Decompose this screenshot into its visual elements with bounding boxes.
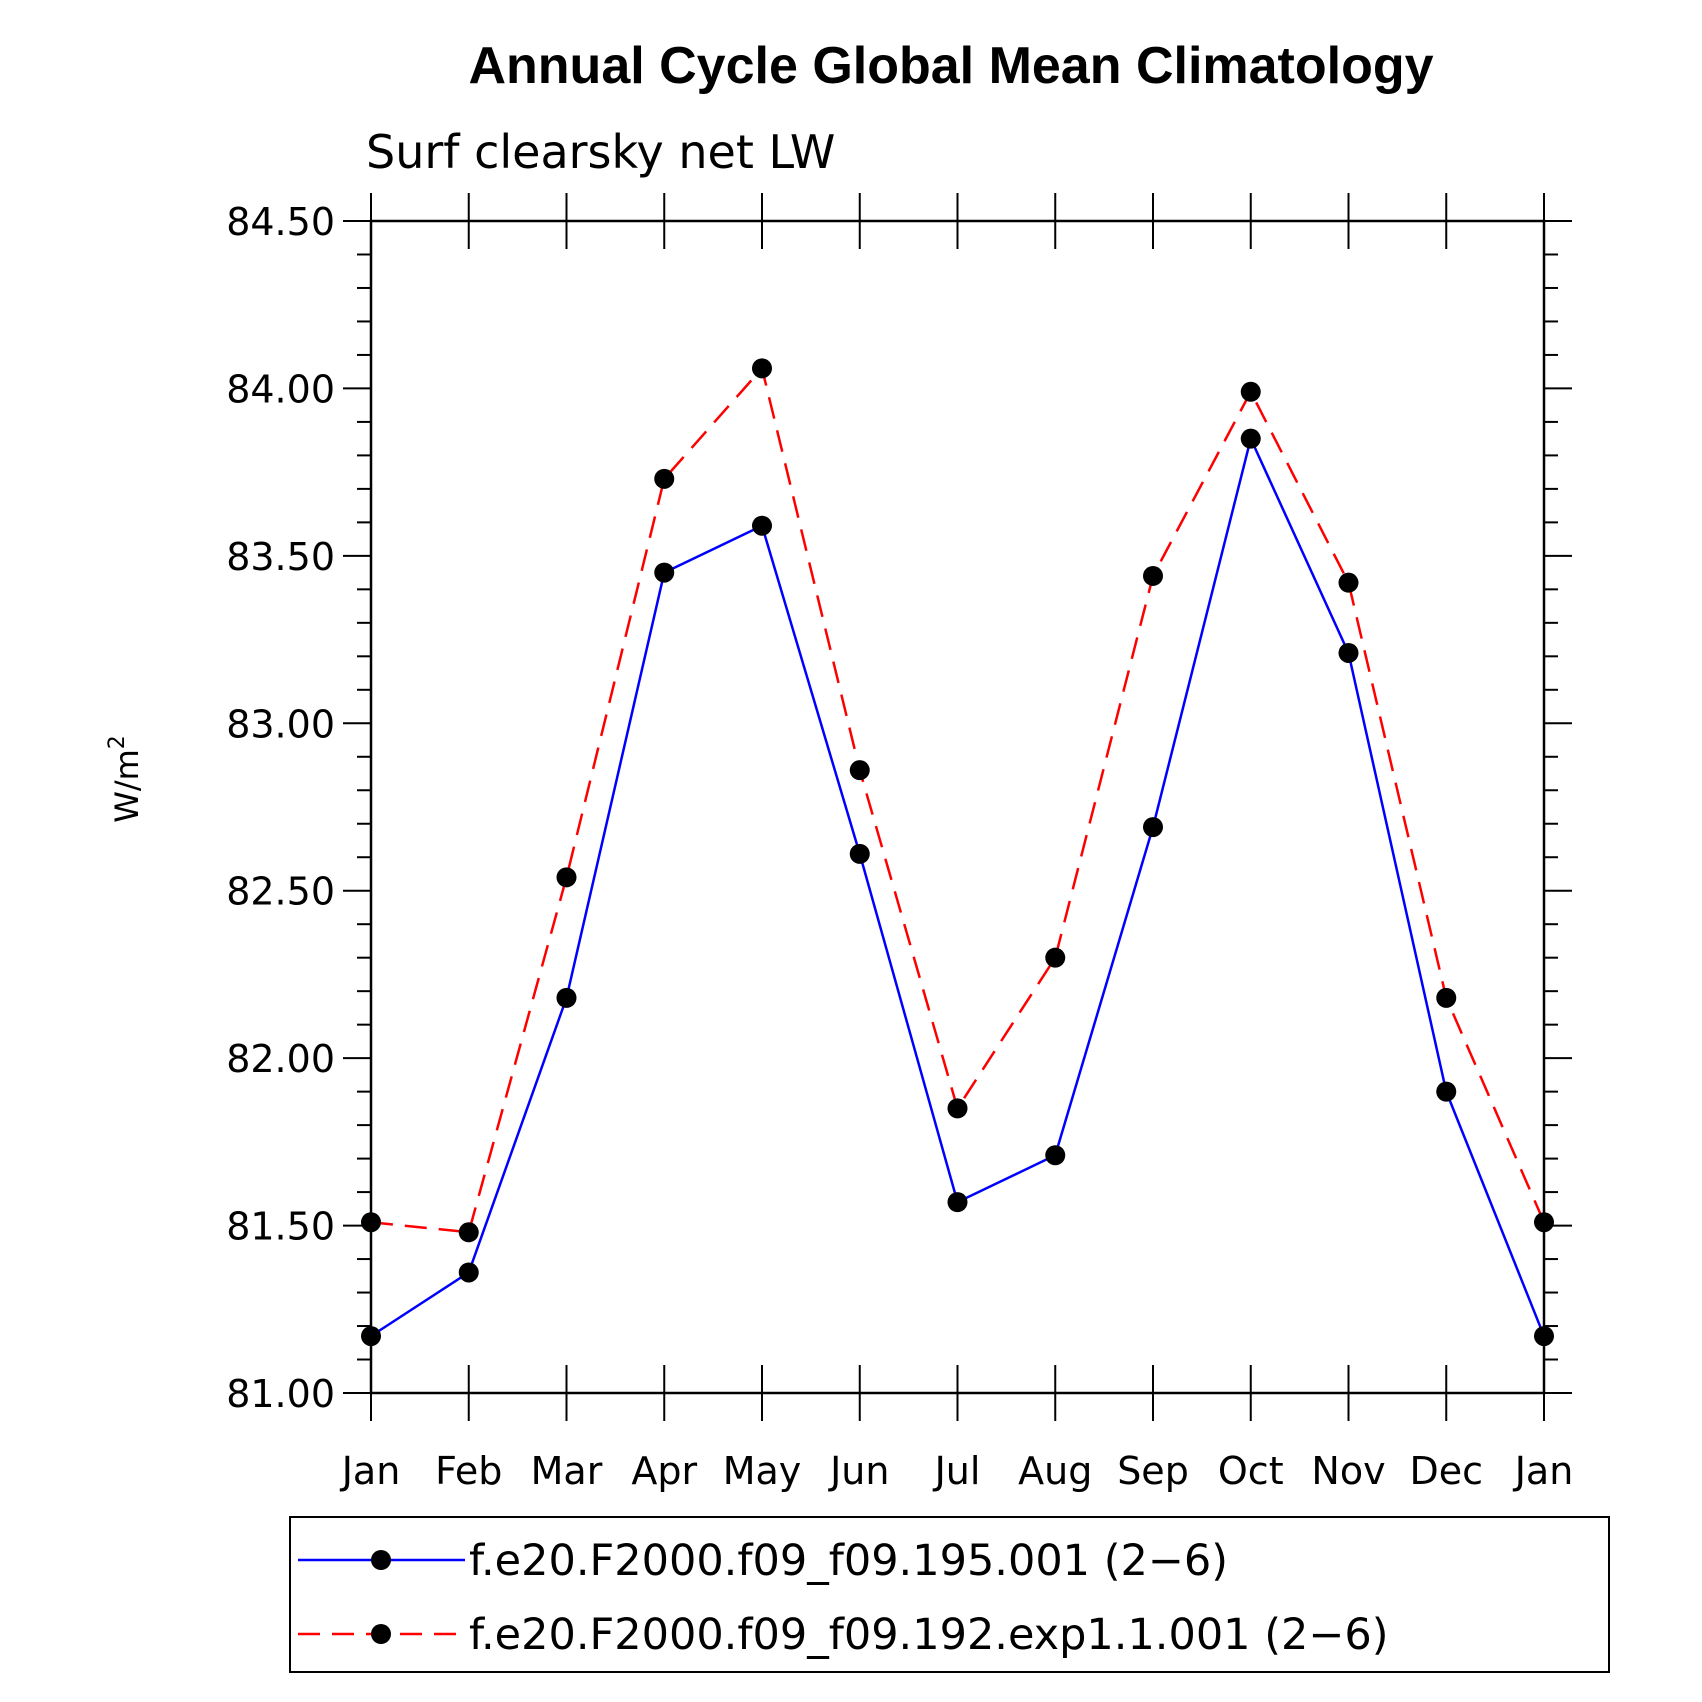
legend-marker-1 <box>371 1550 391 1570</box>
series-2-point <box>458 1222 479 1243</box>
series-2-point <box>556 867 577 888</box>
x-tick-label: Sep <box>1117 1449 1189 1493</box>
series-2-point <box>1240 381 1261 402</box>
axis-ticks <box>343 193 1572 1421</box>
plot-frame <box>369 219 1546 1395</box>
series-2-point <box>849 760 870 781</box>
legend: f.e20.F2000.f09_f09.195.001 (2−6) f.e20.F… <box>289 1516 1610 1673</box>
x-tick-label: Nov <box>1311 1449 1385 1493</box>
series-1-point <box>1143 817 1163 838</box>
series-1-point <box>654 562 675 583</box>
y-axis-label: W/m2 <box>105 735 146 823</box>
x-tick-label: Jan <box>340 1449 401 1493</box>
x-tick-label: Jan <box>1513 1449 1574 1493</box>
x-tick-label: Aug <box>1018 1449 1092 1493</box>
x-tick-label: May <box>723 1449 802 1493</box>
series-2-point <box>1045 947 1066 968</box>
x-tick-label: Jun <box>828 1449 889 1493</box>
series-2-point <box>1143 565 1163 586</box>
x-tick-label: Jul <box>933 1449 981 1493</box>
svg-text:W/m2: W/m2 <box>105 735 146 823</box>
series-1-point <box>849 843 870 864</box>
series-1-point <box>1240 428 1261 449</box>
series-1-point <box>752 515 772 536</box>
series-2-point <box>1436 987 1457 1008</box>
chart-subtitle: Surf clearsky net LW <box>366 125 835 179</box>
tick-labels: 81.00 81.50 82.00 82.50 83.00 83.50 84.00 84.50… <box>226 200 1573 1493</box>
legend-label-1: f.e20.F2000.f09_f09.195.001 (2−6) <box>469 1536 1228 1586</box>
series-2-point <box>1338 572 1359 593</box>
chart-title: Annual Cycle Global Mean Climatology <box>468 37 1433 95</box>
y-tick-label: 81.50 <box>226 1205 335 1249</box>
y-tick-label: 84.00 <box>226 367 335 411</box>
y-axis-label-superscript: 2 <box>105 735 130 749</box>
series-layer <box>361 358 1554 1347</box>
legend-box <box>289 1516 1610 1673</box>
series-2-point <box>947 1098 968 1119</box>
series-1-point <box>1338 642 1359 663</box>
x-tick-label: Dec <box>1409 1449 1483 1493</box>
y-tick-label: 84.50 <box>226 200 335 244</box>
y-tick-label: 82.50 <box>226 870 335 914</box>
y-tick-label: 82.00 <box>226 1037 335 1081</box>
legend-label-2: f.e20.F2000.f09_f09.192.exp1.1.001 (2−6) <box>469 1610 1389 1660</box>
x-tick-label: Oct <box>1218 1449 1284 1493</box>
series-1-point <box>458 1262 479 1283</box>
y-axis-label-text: W/m <box>108 749 146 823</box>
x-tick-label: Feb <box>435 1449 502 1493</box>
y-tick-label: 83.00 <box>226 702 335 746</box>
series-1-point <box>1436 1081 1457 1102</box>
series-1-point <box>556 987 577 1008</box>
y-tick-label: 81.00 <box>226 1372 335 1416</box>
y-tick-label: 83.50 <box>226 535 335 579</box>
series-2-point <box>752 358 772 379</box>
x-tick-label: Mar <box>531 1449 603 1493</box>
legend-marker-2 <box>371 1624 391 1644</box>
series-2-point <box>654 468 675 489</box>
series-1-point <box>1045 1145 1066 1166</box>
series-1-point <box>947 1192 968 1213</box>
x-tick-label: Apr <box>631 1449 697 1493</box>
